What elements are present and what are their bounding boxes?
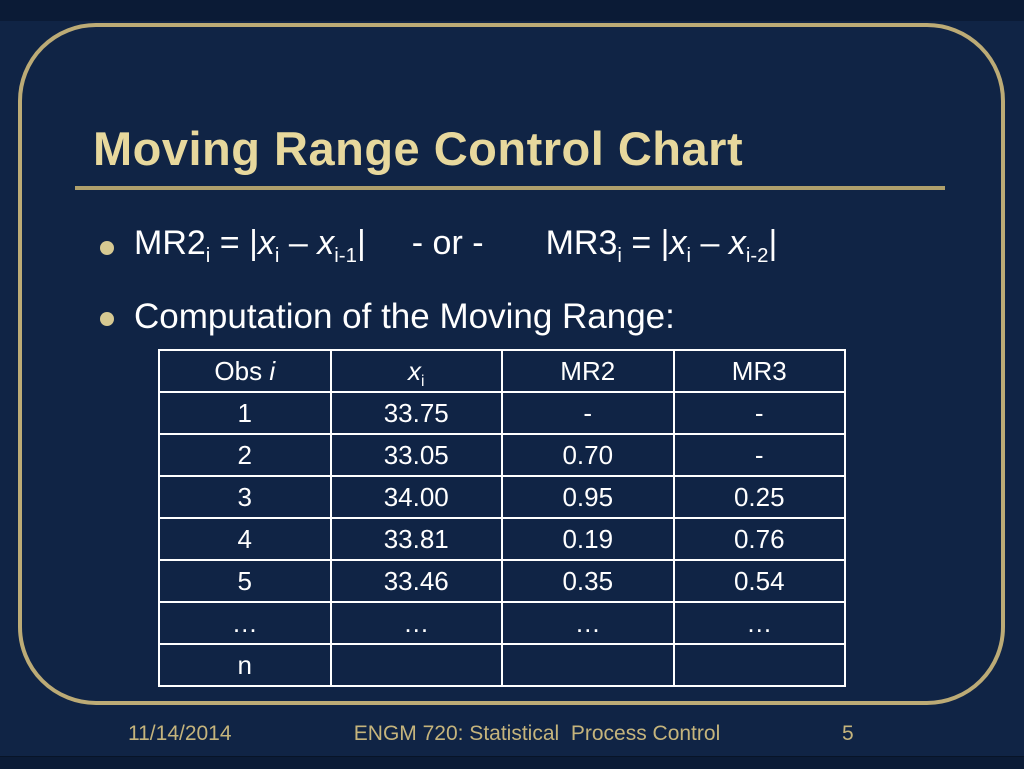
footer-date: 11/14/2014 — [128, 722, 232, 745]
footer-page-number: 5 — [842, 722, 854, 745]
moving-range-table: Obs i xi MR2 MR3 1 33.75 - - 2 33.05 0.7… — [158, 349, 846, 687]
cell — [672, 643, 846, 687]
cell: - — [672, 391, 846, 435]
table-row: 2 33.05 0.70 - — [158, 433, 846, 477]
cell: 4 — [158, 517, 332, 561]
mr3-formula: MR3i = |xi – xi-2| — [545, 224, 778, 267]
cell: 0.70 — [501, 433, 675, 477]
cell: - — [501, 391, 675, 435]
table-row: 4 33.81 0.19 0.76 — [158, 517, 846, 561]
cell: n — [158, 643, 332, 687]
slide-title: Moving Range Control Chart — [93, 122, 744, 175]
cell — [501, 643, 675, 687]
cell: … — [158, 601, 332, 645]
cell: 0.95 — [501, 475, 675, 519]
cell: 0.19 — [501, 517, 675, 561]
bullet-icon — [100, 241, 114, 255]
mr2-formula: MR2i = |xi – xi-1| — [134, 224, 366, 267]
header-mr2: MR2 — [501, 349, 675, 393]
cell — [329, 643, 503, 687]
table-row: … … … … — [158, 601, 846, 645]
cell: 5 — [158, 559, 332, 603]
cell: 3 — [158, 475, 332, 519]
table-row: 3 34.00 0.95 0.25 — [158, 475, 846, 519]
header-mr3: MR3 — [672, 349, 846, 393]
cell: 34.00 — [329, 475, 503, 519]
table-row: 1 33.75 - - — [158, 391, 846, 435]
cell: - — [672, 433, 846, 477]
cell: 33.75 — [329, 391, 503, 435]
or-separator: - or - — [411, 224, 484, 262]
cell: … — [329, 601, 503, 645]
computation-bullet-text: Computation of the Moving Range: — [134, 297, 675, 336]
cell: 0.54 — [672, 559, 846, 603]
cell: 33.46 — [329, 559, 503, 603]
bottom-band — [0, 756, 1024, 769]
cell: 0.25 — [672, 475, 846, 519]
title-underline — [75, 186, 945, 190]
bullet-icon — [100, 312, 114, 326]
cell: 33.81 — [329, 517, 503, 561]
footer-course-title: ENGM 720: Statistical Process Control — [353, 722, 721, 745]
header-obs: Obs i — [158, 349, 332, 393]
header-xi: xi — [329, 349, 503, 393]
cell: 0.35 — [501, 559, 675, 603]
table-row: n — [158, 643, 846, 687]
cell: 0.76 — [672, 517, 846, 561]
cell: 33.05 — [329, 433, 503, 477]
moving-range-formula-line: MR2i = |xi – xi-1| - or - MR3i = |xi – xi-… — [134, 224, 778, 267]
table-row: 5 33.46 0.35 0.54 — [158, 559, 846, 603]
top-band — [0, 0, 1024, 21]
slide-border-frame — [18, 23, 1005, 705]
table-header-row: Obs i xi MR2 MR3 — [158, 349, 846, 393]
cell: … — [672, 601, 846, 645]
cell: … — [501, 601, 675, 645]
cell: 1 — [158, 391, 332, 435]
cell: 2 — [158, 433, 332, 477]
